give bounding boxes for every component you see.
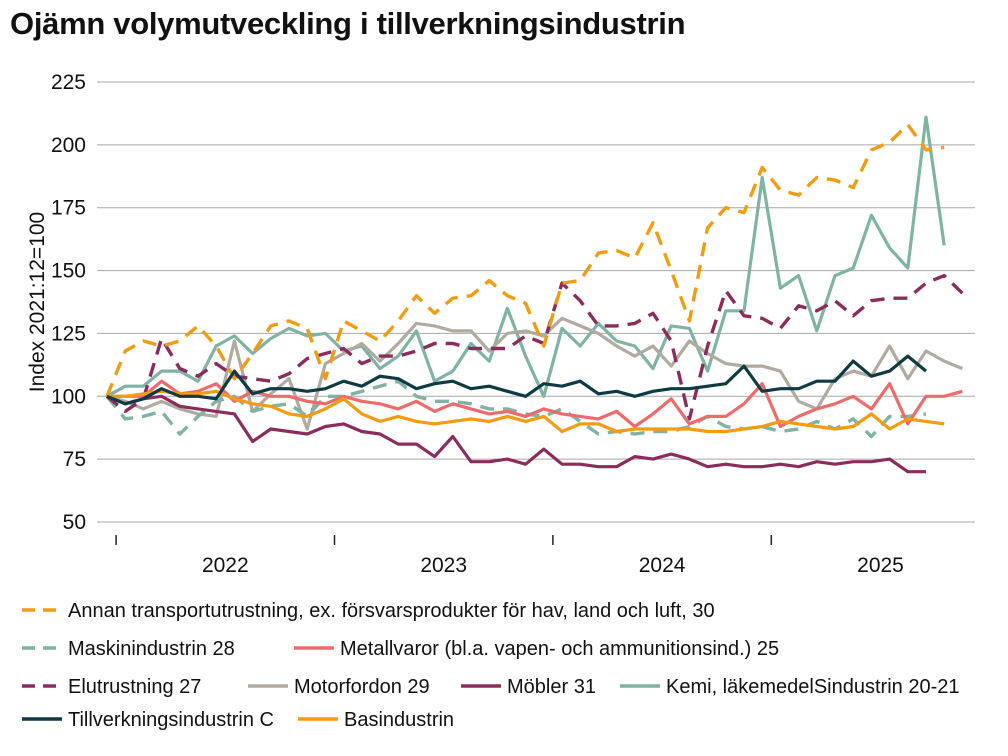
legend-item-8: Basindustrin	[298, 709, 454, 731]
axis-layer: 50 75 100 125 150 175 200 225 2022 2023 2024 2025 In…	[26, 71, 904, 577]
legend-item-6: Kemi, läkemedelSindustrin 20-21	[620, 676, 960, 698]
legend-item-0: Annan transportutrustning, ex. försvarsp…	[22, 600, 715, 622]
series-line-1	[105, 379, 927, 439]
series-line-0	[105, 122, 945, 397]
legend-label: Metallvaror (bl.a. vapen- och ammunition…	[340, 638, 779, 660]
series-line-2	[107, 379, 963, 429]
series-line-4	[106, 316, 964, 431]
series-layer	[105, 115, 964, 474]
x-tick-label-2024: 2024	[639, 554, 686, 577]
y-tick-label: 125	[51, 322, 86, 345]
legend-label: Kemi, läkemedelSindustrin 20-21	[666, 676, 960, 698]
y-tick-label: 50	[63, 511, 86, 534]
y-tick-label: 175	[51, 197, 86, 220]
series-line-3	[105, 273, 964, 421]
x-tick-label-2023: 2023	[420, 554, 467, 577]
legend-item-7: Tillverkningsindustrin C	[22, 709, 274, 731]
y-tick-label: 75	[63, 448, 86, 471]
series-line-8	[107, 389, 945, 434]
legend-label: Motorfordon 29	[294, 676, 430, 698]
legend-item-4: Motorfordon 29	[248, 676, 430, 698]
legend-label: Elutrustning 27	[68, 676, 201, 698]
legend-item-2: Metallvaror (bl.a. vapen- och ammunition…	[294, 638, 779, 660]
legend-layer: Annan transportutrustning, ex. försvarsp…	[22, 600, 960, 731]
legend-item-5: Möbler 31	[461, 676, 596, 698]
y-tick-label: 200	[51, 134, 86, 157]
y-axis-label: Index 2021:12=100	[26, 212, 49, 392]
legend-label: Tillverkningsindustrin C	[68, 709, 274, 731]
y-tick-label: 225	[51, 71, 86, 94]
legend-label: Basindustrin	[344, 709, 454, 731]
legend-label: Möbler 31	[507, 676, 596, 698]
legend-item-3: Elutrustning 27	[22, 676, 201, 698]
series-line-5	[106, 394, 926, 474]
legend-label: Annan transportutrustning, ex. försvarsp…	[68, 600, 715, 622]
legend-item-1: Maskinindustrin 28	[22, 638, 235, 660]
x-tick-label-2025: 2025	[857, 554, 904, 577]
legend-label: Maskinindustrin 28	[68, 638, 235, 660]
y-tick-label: 100	[51, 385, 86, 408]
series-line-7	[106, 354, 928, 406]
series-line-6	[106, 115, 946, 398]
x-tick-label-2022: 2022	[202, 554, 249, 577]
y-tick-label: 150	[51, 260, 86, 283]
chart-title: Ojämn volymutveckling i tillverkningsind…	[10, 6, 686, 41]
